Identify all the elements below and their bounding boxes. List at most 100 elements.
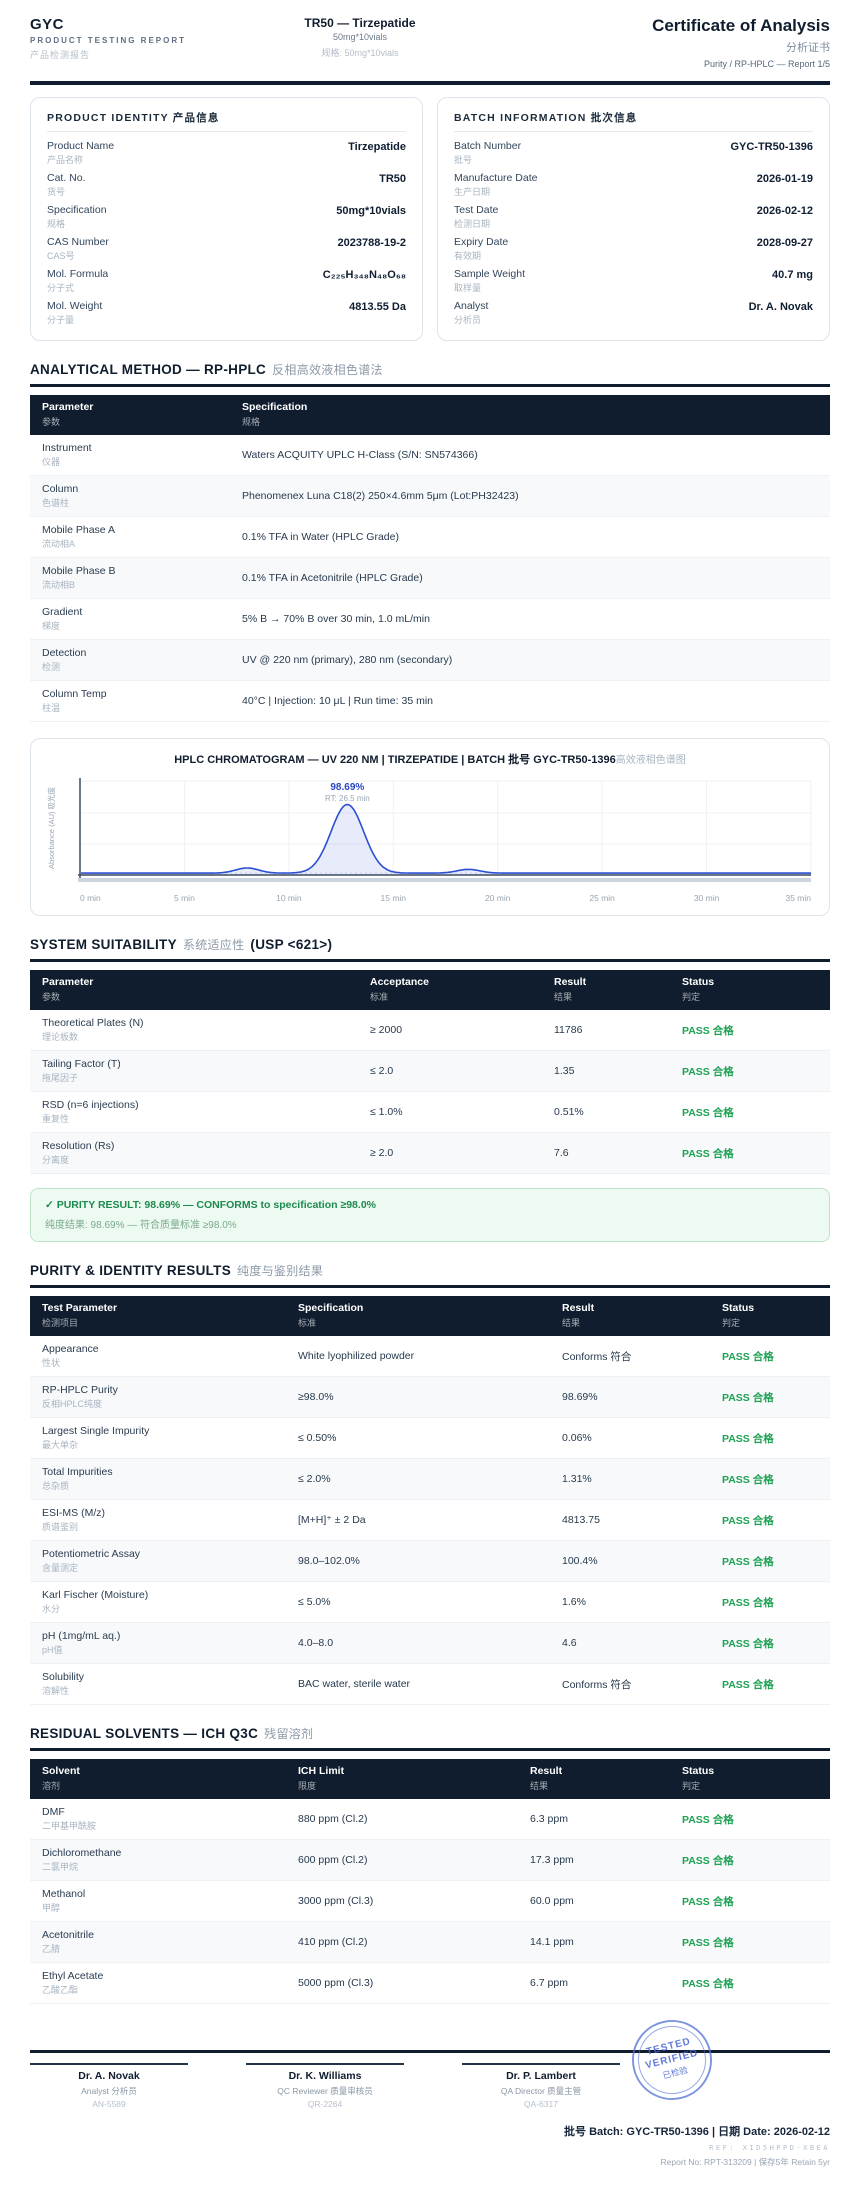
- param-cell: Resolution (Rs) 分离度: [30, 1132, 358, 1174]
- value-cell: ≥ 2000: [358, 1010, 542, 1051]
- param-cell: Instrument 仪器: [30, 435, 230, 476]
- field-value: TR50: [379, 173, 406, 185]
- analytical-method-section: ANALYTICAL METHOD — RP-HPLC 反相高效液相色谱法 Par…: [30, 361, 830, 722]
- param-cell: Methanol 甲醇: [30, 1880, 286, 1922]
- col-solvent: Solvent 溶剂: [30, 1759, 286, 1799]
- field-value: 2028-09-27: [756, 237, 813, 249]
- system-suitability-heading: SYSTEM SUITABILITY 系统适应性 (USP <621>): [30, 936, 830, 953]
- value-cell: Conforms 符合: [550, 1663, 710, 1705]
- table-row: DMF 二甲基甲酰胺 880 ppm (Cl.2) 6.3 ppm PASS 合格: [30, 1799, 830, 1840]
- param-cell: Solubility 溶解性: [30, 1663, 286, 1705]
- x-tick-label: 15 min: [381, 893, 407, 903]
- table-row: Tailing Factor (T) 拖尾因子 ≤ 2.0 1.35 PASS 合格: [30, 1050, 830, 1092]
- param-cell: Ethyl Acetate 乙酸乙酯: [30, 1962, 286, 2004]
- field-value: 2026-02-12: [756, 205, 813, 217]
- status-cell: PASS 合格: [710, 1581, 830, 1623]
- field-row: Cat. No. 货号 TR50: [47, 172, 406, 197]
- param-cell: Mobile Phase A 流动相A: [30, 516, 230, 558]
- value-cell: Waters ACQUITY UPLC H-Class (S/N: SN5743…: [230, 435, 830, 476]
- table-row: Mobile Phase A 流动相A 0.1% TFA in Water (HPL…: [30, 516, 830, 558]
- brand-logo: GYC: [30, 16, 65, 33]
- value-cell: 4.6: [550, 1622, 710, 1664]
- value-cell: 6.3 ppm: [518, 1799, 670, 1840]
- section-title-zh: 反相高效液相色谱法: [272, 363, 383, 377]
- param-cell: Dichloromethane 二氯甲烷: [30, 1839, 286, 1881]
- param-cell: Appearance 性状: [30, 1336, 286, 1377]
- col-test-parameter: Test Parameter 检测项目: [30, 1296, 286, 1336]
- status-cell: PASS 合格: [710, 1458, 830, 1500]
- product-spec-zh: 规格: 50mg*10vials: [321, 48, 399, 58]
- x-tick-label: 5 min: [174, 893, 195, 903]
- value-cell: White lyophilized powder: [286, 1336, 550, 1377]
- x-tick-label: 0 min: [80, 893, 101, 903]
- brand-block: GYC PRODUCT TESTING REPORT 产品检测报告: [30, 16, 255, 61]
- value-cell: ≥ 2.0: [358, 1132, 542, 1174]
- param-cell: Largest Single Impurity 最大单杂: [30, 1417, 286, 1459]
- table-row: RP-HPLC Purity 反相HPLC纯度 ≥98.0% 98.69% PASS 合…: [30, 1376, 830, 1418]
- param-cell: Acetonitrile 乙腈: [30, 1921, 286, 1963]
- value-cell: 40°C | Injection: 10 μL | Run time: 35 m…: [230, 680, 830, 722]
- param-cell: Tailing Factor (T) 拖尾因子: [30, 1050, 358, 1092]
- field-value: 2023788-19-2: [337, 237, 406, 249]
- doc-title: Certificate of Analysis: [652, 16, 830, 35]
- field-row: Analyst 分析员 Dr. A. Novak: [454, 300, 813, 325]
- value-cell: 4813.75: [550, 1499, 710, 1541]
- doc-title-block: Certificate of Analysis 分析证书 Purity / RP…: [465, 16, 830, 69]
- param-cell: DMF 二甲基甲酰胺: [30, 1799, 286, 1840]
- value-cell: 0.06%: [550, 1417, 710, 1459]
- x-tick-label: 30 min: [694, 893, 720, 903]
- product-title: TR50 — Tirzepatide: [304, 16, 416, 30]
- batch-information-card: BATCH INFORMATION 批次信息 Batch Number 批号 GYC…: [437, 97, 830, 341]
- chromatogram-trace: [80, 803, 811, 874]
- table-row: Total Impurities 总杂质 ≤ 2.0% 1.31% PASS 合格: [30, 1458, 830, 1500]
- value-cell: 6.7 ppm: [518, 1962, 670, 2004]
- col-specification: Specification 规格: [230, 395, 830, 435]
- value-cell: UV @ 220 nm (primary), 280 nm (secondary…: [230, 639, 830, 681]
- status-cell: PASS 合格: [670, 1880, 830, 1922]
- report-type: PRODUCT TESTING REPORT: [30, 36, 187, 45]
- table-row: Appearance 性状 White lyophilized powder Conf…: [30, 1336, 830, 1377]
- section-title-en: SYSTEM SUITABILITY: [30, 937, 177, 952]
- residual-solvents-table: Solvent 溶剂 ICH Limit 限度 Result 结果 Status 判定 …: [30, 1759, 830, 2004]
- chromatogram-panel: HPLC CHROMATOGRAM — UV 220 NM | TIRZEPAT…: [30, 738, 830, 916]
- table-row: Dichloromethane 二氯甲烷 600 ppm (Cl.2) 17.3 pp…: [30, 1839, 830, 1881]
- param-cell: Mobile Phase B 流动相B: [30, 557, 230, 599]
- main-peak-percent-label: 98.69%: [330, 782, 364, 793]
- field-value: 50mg*10vials: [336, 205, 406, 217]
- param-cell: Column 色谱柱: [30, 475, 230, 517]
- table-header-row: Solvent 溶剂 ICH Limit 限度 Result 结果 Status 判定: [30, 1759, 830, 1799]
- report-type-zh: 产品检测报告: [30, 50, 91, 60]
- col-ich-limit: ICH Limit 限度: [286, 1759, 518, 1799]
- system-suitability-section: SYSTEM SUITABILITY 系统适应性 (USP <621>) Param…: [30, 936, 830, 1174]
- residual-solvents-section: RESIDUAL SOLVENTS — ICH Q3C 残留溶剂 Solvent 溶…: [30, 1725, 830, 2004]
- field-value: GYC-TR50-1396: [730, 141, 813, 153]
- section-title-extra: (USP <621>): [250, 937, 333, 952]
- chromatogram-title: HPLC CHROMATOGRAM — UV 220 NM | TIRZEPAT…: [43, 751, 817, 767]
- header-divider: [30, 81, 830, 85]
- section-rule: [30, 1285, 830, 1288]
- col-acceptance: Acceptance 标准: [358, 970, 542, 1010]
- status-cell: PASS 合格: [710, 1622, 830, 1664]
- section-title-en: ANALYTICAL METHOD — RP-HPLC: [30, 362, 267, 377]
- section-rule: [30, 384, 830, 387]
- main-peak-rt-label: RT: 26.5 min: [325, 794, 370, 803]
- batch-information-title: BATCH INFORMATION 批次信息: [454, 110, 813, 132]
- section-title-en: PURITY & IDENTITY RESULTS: [30, 1263, 232, 1278]
- field-row: Specification 规格 50mg*10vials: [47, 204, 406, 229]
- value-cell: 1.31%: [550, 1458, 710, 1500]
- field-row: Mol. Formula 分子式 C₂₂₅H₃₄₈N₄₈O₆₈: [47, 268, 406, 293]
- page-footer: Dr. A. Novak Analyst 分析员 AN-5589 Dr. K. Wil…: [30, 2011, 830, 2198]
- section-rule: [30, 959, 830, 962]
- value-cell: 5% B → 70% B over 30 min, 1.0 mL/min: [230, 598, 830, 640]
- value-cell: ≤ 0.50%: [286, 1417, 550, 1459]
- section-rule: [30, 1748, 830, 1751]
- table-row: RSD (n=6 injections) 重复性 ≤ 1.0% 0.51% PASS 合…: [30, 1091, 830, 1133]
- doc-subtitle: Purity / RP-HPLC — Report 1/5: [703, 59, 830, 69]
- section-title-zh: 纯度与鉴别结果: [237, 1264, 324, 1278]
- status-cell: PASS 合格: [710, 1540, 830, 1582]
- value-cell: Conforms 符合: [550, 1336, 710, 1377]
- value-cell: 880 ppm (Cl.2): [286, 1799, 518, 1840]
- purity-result-banner: ✓ PURITY RESULT: 98.69% — CONFORMS to sp…: [30, 1188, 830, 1242]
- table-row: Methanol 甲醇 3000 ppm (Cl.3) 60.0 ppm PASS 合格: [30, 1880, 830, 1922]
- product-spec: 50mg*10vials: [332, 32, 388, 42]
